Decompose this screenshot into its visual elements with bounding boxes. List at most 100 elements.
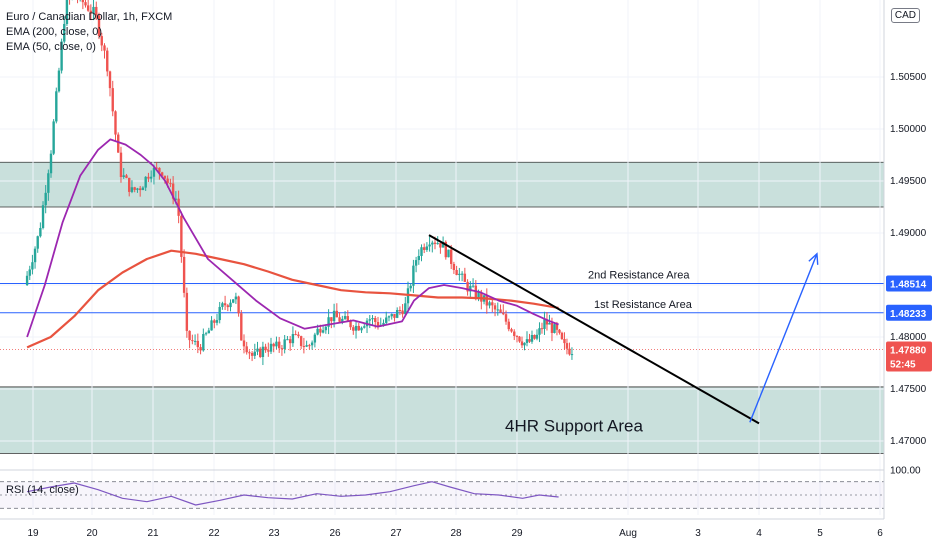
candle-body [283,339,286,349]
candle-body [398,310,402,312]
candle-body [218,306,221,321]
candle-body [513,331,516,336]
candle-body [387,316,391,318]
candle-body [565,343,569,349]
x-tick-label: 20 [86,528,98,539]
price-badge-text: 1.48514 [890,280,927,291]
candle-body [169,183,172,185]
x-tick-label: Aug [619,528,637,539]
x-tick-label: 6 [877,528,883,539]
candle-body [275,341,278,347]
candle-body [286,339,289,341]
candle-body [390,314,393,317]
rsi-legend[interactable]: RSI (14, close) [6,484,79,496]
candle-body [47,173,50,193]
legend-ema50[interactable]: EMA (50, close, 0) [6,41,96,53]
candle-body [412,265,415,286]
price-badge-text: 1.48233 [890,309,927,320]
candle-body [215,320,219,323]
candle-body [196,340,200,348]
candle-body [504,314,508,322]
candle-body [122,175,125,177]
candle-body [414,260,418,266]
candle-body [147,176,150,179]
x-tick-label: 29 [511,528,523,539]
candle-body [65,0,69,24]
candle-body [425,246,429,250]
candle-body [341,318,344,322]
candle-body [409,285,412,289]
candle-body [130,187,134,192]
candle-body [441,241,445,248]
candle-body [452,263,456,270]
candle-body [463,273,467,282]
legend-symbol[interactable]: Euro / Canadian Dollar, 1h, FXCM [6,11,173,23]
descending-trendline [428,234,760,425]
candle-body [455,269,458,276]
candle-body [360,327,363,331]
candle-body [523,342,526,346]
candle-body [288,339,292,344]
candle-body [530,334,534,342]
candle-body [316,328,319,335]
candle-body [103,45,106,51]
candle-body [221,303,224,307]
candle-body [439,243,442,248]
candle-body [223,303,227,306]
candle-body [305,345,308,347]
candle-body [346,316,350,321]
candle-body [477,292,480,298]
candle-body [385,317,388,323]
candle-body [25,275,29,286]
candle-body [52,121,55,154]
candle-body [324,326,328,331]
resistance-label: 1st Resistance Area [594,299,693,311]
candle-body [493,305,497,310]
candle-body [114,111,117,135]
candle-body [548,323,551,325]
candle-body [404,303,407,315]
candle-body [44,192,47,206]
candle-body [245,346,248,353]
candle-body [89,10,93,13]
candle-body [550,323,554,333]
legend-ema200[interactable]: EMA (200, close, 0) [6,26,102,38]
candle-body [125,175,128,178]
candle-body [343,316,347,319]
candle-body [560,332,564,339]
candle-body [460,273,464,275]
candle-body [496,309,499,311]
resistance-zone [0,162,884,207]
candle-body [558,329,561,333]
candle-body [540,328,544,330]
x-tick-label: 28 [450,528,462,539]
candle-body [31,262,34,270]
x-tick-label: 4 [756,528,762,539]
candle-body [469,285,472,292]
currency-badge[interactable]: CAD [890,8,920,23]
candle-body [229,302,232,308]
candle-body [128,177,131,192]
candle-body [277,341,281,349]
candle-body [349,320,352,328]
candle-body [253,351,256,356]
candle-body [240,313,243,341]
candle-body [188,330,191,341]
candle-body [294,334,297,336]
candle-body [60,41,63,71]
candle-body [269,343,273,352]
candle-body [39,227,42,237]
candle-body [272,343,275,347]
candle-body [499,309,502,313]
candle-body [204,333,208,335]
candle-body [248,352,251,354]
candle-body [485,295,489,306]
candle-body [488,302,491,306]
candle-body [371,318,374,320]
candle-body [84,2,87,6]
candle-body [299,336,303,347]
candle-body [259,348,262,358]
candle-body [81,0,85,3]
candle-body [555,324,559,330]
